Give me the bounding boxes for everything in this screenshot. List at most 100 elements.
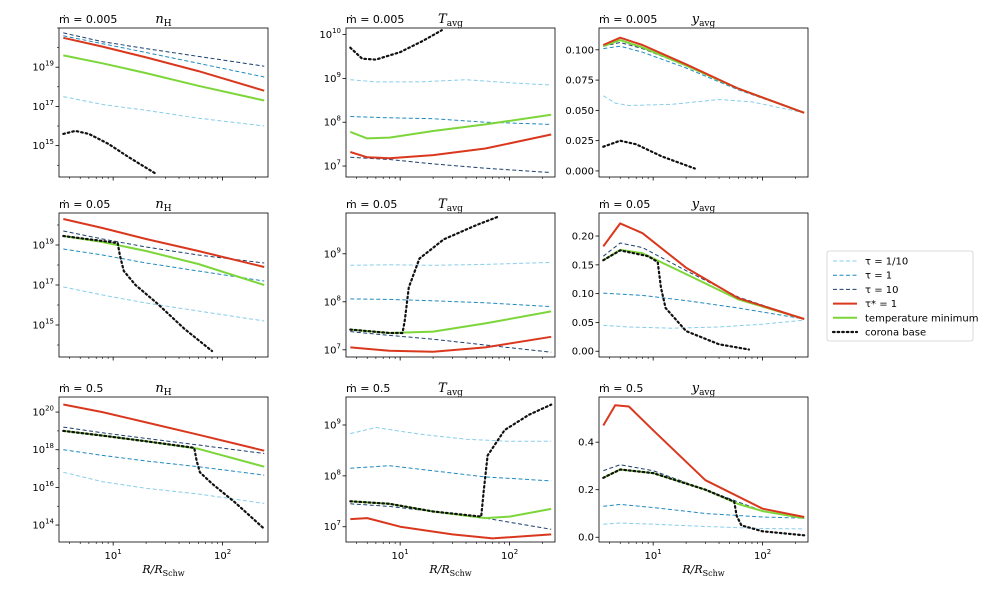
series-line-corona-base — [62, 429, 266, 530]
x-axis-labels: R/RSchw R/RSchw R/RSchw — [141, 563, 724, 578]
x-axis-label: R/RSchw — [141, 563, 184, 578]
panel-title: yavg — [691, 12, 716, 29]
series-line-10 — [63, 230, 265, 264]
series-line-1 — [603, 45, 805, 114]
series-group — [62, 218, 265, 353]
y-tick-label: 0.00 — [572, 347, 594, 358]
series-line-temperature-minimum — [350, 310, 552, 334]
series-line-1 — [602, 222, 805, 320]
y-tick-label: 1020 — [32, 405, 54, 419]
panel-title: nH — [155, 197, 171, 214]
series-line-10 — [350, 156, 552, 174]
series-line-corona-base — [602, 249, 750, 351]
axes-frame — [58, 27, 269, 178]
series-line-temperature-minimum — [63, 235, 265, 286]
series-line-1 — [63, 35, 265, 78]
series-line-corona-base — [62, 234, 214, 353]
legend-label: temperature minimum — [865, 313, 979, 324]
series-line-10 — [350, 331, 552, 353]
series-line-1 — [602, 36, 805, 114]
legend-label: τ = 1 — [865, 271, 892, 282]
panel-mdot-label: ṁ = 0.05 — [599, 198, 650, 211]
series-line-10 — [63, 426, 265, 454]
y-tick-label: 1014 — [32, 518, 54, 532]
series-line-10 — [63, 32, 265, 67]
legend-label: τ = 10 — [865, 285, 898, 296]
axes-frame — [598, 27, 809, 178]
axes-frame — [58, 396, 269, 543]
series-line-corona-base — [349, 403, 553, 518]
series-line-1 — [350, 133, 552, 160]
y-tick-label: 1017 — [32, 278, 54, 292]
series-line-1-10 — [350, 79, 552, 86]
y-tick-label: 0.05 — [572, 318, 594, 329]
series-line-1-10 — [350, 427, 552, 442]
series-line-10 — [603, 464, 805, 519]
x-tick-label: 101 — [392, 548, 409, 562]
x-axis-label: R/RSchw — [681, 563, 724, 578]
series-line-1 — [63, 36, 265, 92]
series-line-1 — [350, 465, 552, 482]
series-line-temperature-minimum — [63, 429, 265, 468]
panel-1: 1015 1017 1019 ṁ = 0.005 nH — [32, 12, 269, 181]
panel-title: yavg — [691, 381, 716, 398]
series-line-1 — [350, 298, 552, 308]
y-tick-label: 1010 — [319, 27, 341, 41]
y-tick-label: 1017 — [32, 99, 54, 113]
panel-8: 101 102 107 108 109 ṁ = 0.5 Tavg — [324, 381, 556, 562]
y-tick-label: 108 — [324, 115, 341, 129]
y-tick-label: 107 — [324, 342, 341, 356]
series-line-corona-base — [62, 129, 156, 175]
series-line-corona-base — [349, 215, 501, 335]
x-axis-label: R/RSchw — [428, 563, 471, 578]
y-tick-label: 1015 — [32, 318, 54, 332]
axes-frame — [345, 212, 556, 358]
series-line-1 — [602, 404, 805, 518]
series-group — [602, 222, 805, 351]
y-tick-label: 0.100 — [565, 45, 594, 56]
series-line-1-10 — [350, 261, 552, 266]
panel-mdot-label: ṁ = 0.005 — [59, 13, 117, 26]
series-line-1-10 — [603, 319, 805, 329]
y-tick-label: 0.10 — [572, 289, 594, 300]
panel-title: yavg — [691, 197, 716, 214]
series-line-temperature-minimum — [350, 500, 552, 520]
y-tick-label: 109 — [324, 71, 341, 85]
series-line-10 — [350, 503, 552, 530]
series-line-1 — [350, 116, 552, 125]
panel-7: 101 102 1014 1016 1018 1020 ṁ = 0.5 nH — [32, 381, 269, 562]
x-tick-label: 101 — [105, 548, 122, 562]
panel-mdot-label: ṁ = 0.5 — [59, 382, 103, 395]
axes-frame — [345, 396, 556, 543]
series-line-10 — [602, 242, 805, 320]
panel-title: nH — [155, 381, 171, 398]
y-tick-label: 108 — [324, 468, 341, 482]
series-line-1 — [63, 248, 265, 282]
y-tick-label: 0.4 — [578, 438, 594, 449]
y-tick-label: 0.20 — [572, 232, 594, 243]
legend-label: τ* = 1 — [865, 299, 897, 310]
x-tick-label: 102 — [754, 548, 771, 562]
panel-mdot-label: ṁ = 0.005 — [599, 13, 657, 26]
panel-mdot-label: ṁ = 0.05 — [59, 198, 110, 211]
y-tick-label: 1015 — [32, 138, 54, 152]
series-group — [349, 215, 552, 353]
panel-3: 0.000 0.025 0.050 0.075 0.100 ṁ = 0.005 yavg — [565, 12, 809, 181]
series-line-1 — [603, 503, 805, 519]
series-line-1-10 — [63, 96, 265, 127]
y-tick-label: 0.2 — [578, 485, 594, 496]
series-line-1 — [63, 403, 265, 452]
series-group — [62, 403, 266, 530]
series-line-1 — [63, 218, 265, 268]
panel-5: 107 108 109 ṁ = 0.05 Tavg — [324, 197, 556, 361]
series-line-1-10 — [603, 522, 805, 530]
panel-2: 107 108 109 1010 ṁ = 0.005 Tavg — [319, 12, 556, 181]
series-group — [602, 404, 806, 537]
axes-frame — [58, 212, 269, 358]
panel-mdot-label: ṁ = 0.005 — [346, 13, 404, 26]
series-group — [349, 29, 552, 174]
series-line-10 — [603, 42, 805, 114]
x-tick-label: 102 — [214, 548, 231, 562]
y-tick-label: 0.000 — [565, 166, 594, 177]
y-tick-label: 1016 — [32, 480, 54, 494]
